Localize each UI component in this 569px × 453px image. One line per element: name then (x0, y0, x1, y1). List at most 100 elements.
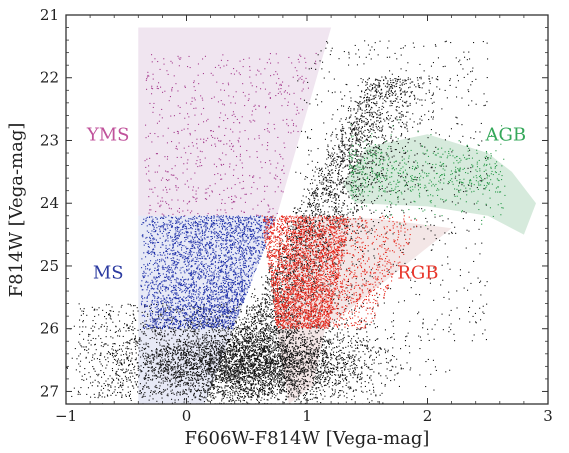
data-point (321, 363, 323, 365)
data-point (167, 377, 169, 379)
data-point (145, 360, 147, 362)
data-point (210, 325, 212, 327)
data-point (190, 351, 192, 353)
data-point (225, 343, 227, 345)
data-point (120, 384, 122, 386)
data-point (268, 362, 270, 364)
data-point (278, 380, 280, 382)
data-point (179, 376, 181, 378)
data-point (273, 373, 275, 375)
data-point (297, 354, 299, 356)
data-point (265, 347, 267, 349)
data-point (344, 369, 346, 371)
data-point (185, 389, 187, 391)
data-point (279, 378, 281, 380)
data-point (373, 346, 375, 348)
data-point (230, 348, 232, 350)
data-point (208, 371, 210, 373)
data-point (271, 370, 273, 372)
data-point (337, 383, 339, 385)
data-point (368, 382, 370, 384)
data-point (234, 353, 236, 355)
data-point (194, 352, 196, 354)
data-point (162, 360, 164, 362)
data-point (218, 348, 220, 350)
data-point (257, 361, 259, 363)
data-point (179, 391, 181, 393)
data-point (354, 366, 356, 368)
data-point (330, 341, 332, 343)
data-point (233, 391, 235, 393)
data-point (264, 293, 266, 295)
data-point (207, 380, 209, 382)
data-point (284, 369, 286, 371)
data-point (217, 365, 219, 367)
data-point (214, 334, 216, 336)
data-point (190, 349, 192, 351)
data-point (220, 368, 222, 370)
data-point (245, 328, 247, 330)
data-point (255, 357, 257, 359)
data-point (190, 346, 192, 348)
data-point (280, 318, 282, 320)
data-point (263, 335, 265, 337)
data-point (240, 389, 242, 391)
data-point (208, 351, 210, 353)
data-point (260, 355, 262, 357)
data-point (198, 375, 200, 377)
data-point (370, 350, 372, 352)
data-point (282, 388, 284, 390)
data-point (189, 368, 191, 370)
data-point (274, 367, 276, 369)
data-point (250, 356, 252, 358)
data-point (312, 371, 314, 373)
data-point (320, 370, 322, 372)
data-point (378, 347, 380, 349)
data-point (134, 377, 136, 379)
data-point (357, 347, 359, 349)
data-point (247, 392, 249, 394)
data-point (283, 344, 285, 346)
data-point (174, 382, 176, 384)
data-point (258, 375, 260, 377)
data-point (166, 372, 168, 374)
data-point (288, 355, 290, 357)
data-point (296, 345, 298, 347)
data-point (275, 335, 277, 337)
data-point (280, 361, 282, 363)
data-point (377, 401, 379, 403)
data-point (229, 393, 231, 395)
data-point (162, 345, 164, 347)
data-point (252, 353, 254, 355)
data-point (258, 346, 260, 348)
data-point (278, 333, 280, 335)
data-point (286, 370, 288, 372)
data-point (193, 358, 195, 360)
data-point (276, 378, 278, 380)
region-rgb (276, 215, 452, 404)
data-point (155, 335, 157, 337)
data-point (200, 364, 202, 366)
data-point (303, 358, 305, 360)
data-point (312, 344, 314, 346)
data-point (251, 378, 253, 380)
data-point (221, 379, 223, 381)
data-point (238, 381, 240, 383)
data-point (219, 354, 221, 356)
data-point (274, 371, 276, 373)
data-point (283, 374, 285, 376)
data-point (270, 357, 272, 359)
data-point (313, 384, 315, 386)
data-point (209, 318, 211, 320)
data-point (160, 370, 162, 372)
data-point (164, 358, 166, 360)
data-point (240, 401, 242, 403)
data-point (265, 359, 267, 361)
data-point (254, 370, 256, 372)
data-point (111, 354, 113, 356)
data-point (182, 333, 184, 335)
data-point (232, 383, 234, 385)
data-point (218, 391, 220, 393)
data-point (254, 351, 256, 353)
data-point (252, 395, 254, 397)
